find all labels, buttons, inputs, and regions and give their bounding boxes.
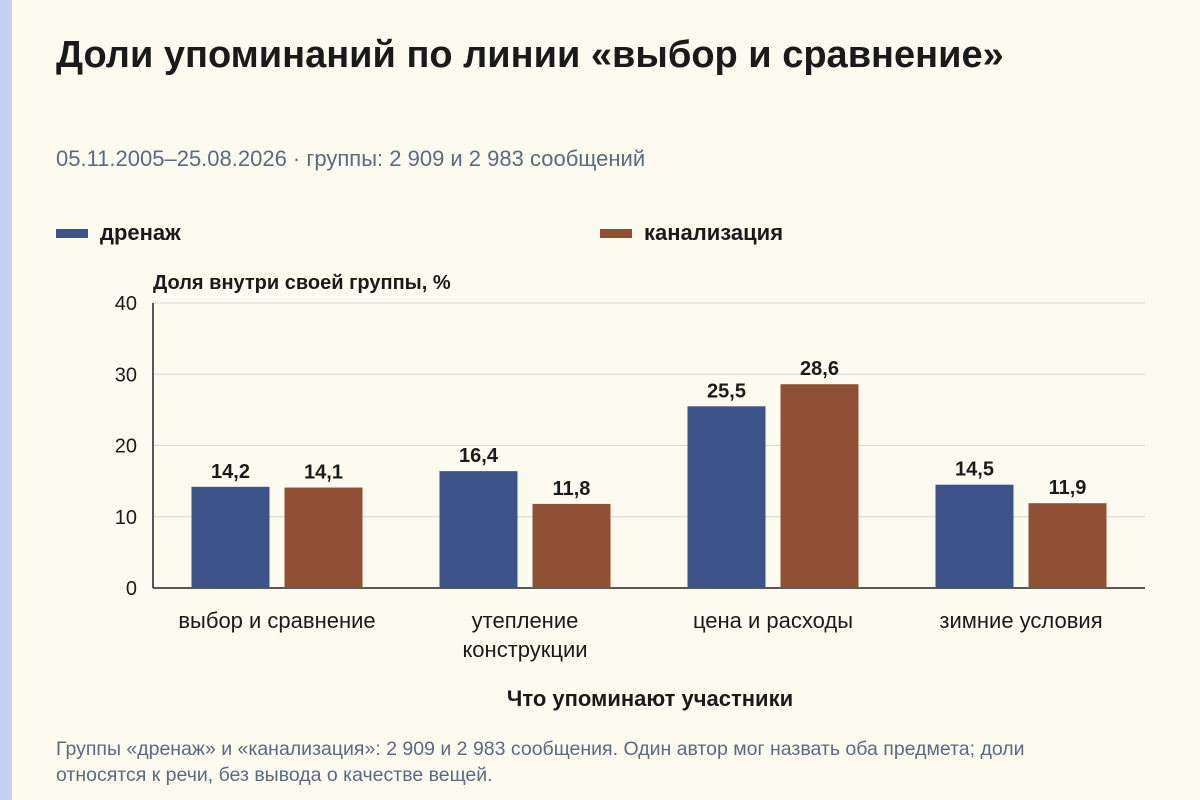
data-label: 16,4 xyxy=(459,445,499,467)
footnote: Группы «дренаж» и «канализация»: 2 909 и… xyxy=(56,738,1025,786)
data-label: 11,8 xyxy=(553,478,591,500)
data-label: 14,1 xyxy=(304,462,343,484)
chart-subtitle: 05.11.2005–25.08.2026 · группы: 2 909 и … xyxy=(56,146,646,171)
bar xyxy=(532,503,611,588)
y-tick-label: 10 xyxy=(115,507,137,529)
x-tick-label: зимние условия xyxy=(939,608,1102,633)
data-label: 11,9 xyxy=(1049,477,1087,499)
bar xyxy=(780,384,859,588)
y-axis-label: Доля внутри своей группы, % xyxy=(153,272,451,294)
data-label: 14,2 xyxy=(211,461,250,483)
legend-swatch-drainage xyxy=(56,228,88,238)
bar xyxy=(191,486,270,588)
data-label: 28,6 xyxy=(800,358,839,380)
bar xyxy=(687,406,766,588)
data-label: 14,5 xyxy=(955,459,994,481)
bar xyxy=(284,487,363,588)
x-tick-label: конструкции xyxy=(462,637,587,662)
x-axis-label: Что упоминают участники xyxy=(506,686,794,711)
y-tick-label: 40 xyxy=(115,293,137,315)
bar xyxy=(1028,503,1107,588)
x-tick-label: цена и расходы xyxy=(693,608,853,633)
y-tick-label: 0 xyxy=(126,578,137,600)
y-tick-label: 30 xyxy=(115,364,137,386)
y-tick-label: 20 xyxy=(115,436,137,458)
legend-label-sewerage: канализация xyxy=(644,220,784,245)
legend-item-sewerage: канализация xyxy=(600,220,783,246)
x-tick-label: утепление xyxy=(472,608,579,633)
chart-title: Доли упоминаний по линии «выбор и сравне… xyxy=(56,34,1004,76)
left-accent-stripe xyxy=(0,0,12,800)
x-tick-label: выбор и сравнение xyxy=(178,608,375,633)
data-label: 25,5 xyxy=(707,380,746,402)
bar xyxy=(439,471,518,588)
legend-item-drainage: дренаж xyxy=(56,220,181,246)
bar xyxy=(935,484,1014,588)
legend-label-drainage: дренаж xyxy=(100,220,181,245)
legend-swatch-sewerage xyxy=(600,228,632,238)
